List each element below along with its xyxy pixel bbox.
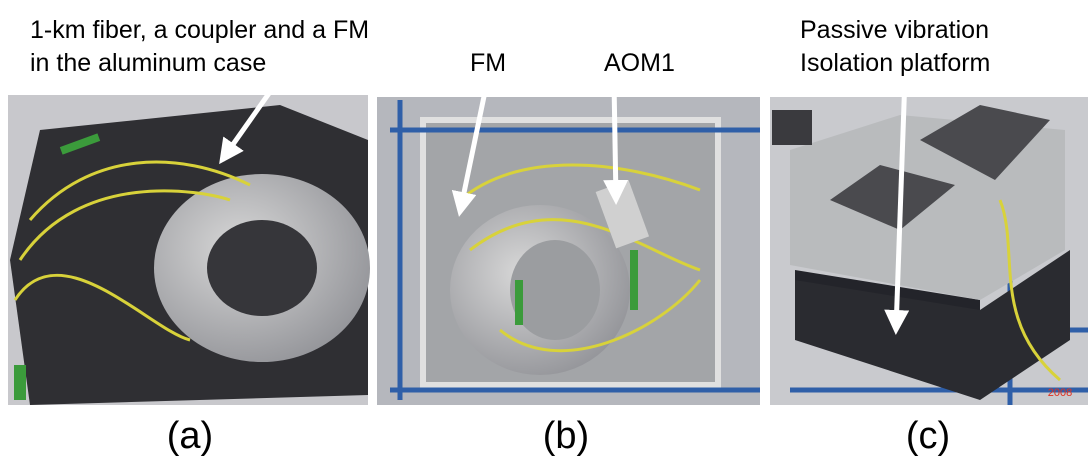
annotation: FM <box>470 49 506 77</box>
date-stamp: 2008 <box>1048 387 1072 399</box>
arrows <box>219 70 910 335</box>
panel-label: (a) <box>167 415 213 457</box>
photo-b <box>377 97 760 405</box>
annotation: in the aluminum case <box>30 49 266 77</box>
annotation: Isolation platform <box>800 49 990 77</box>
annotation: AOM1 <box>604 49 675 77</box>
annotation: 1-km fiber, a coupler and a FM <box>30 16 369 44</box>
photo-c: 2008 <box>770 97 1088 405</box>
annotation: Passive vibration <box>800 16 989 44</box>
photo-a <box>8 95 370 405</box>
panel-label: (b) <box>543 415 589 457</box>
panel-label: (c) <box>906 415 950 457</box>
